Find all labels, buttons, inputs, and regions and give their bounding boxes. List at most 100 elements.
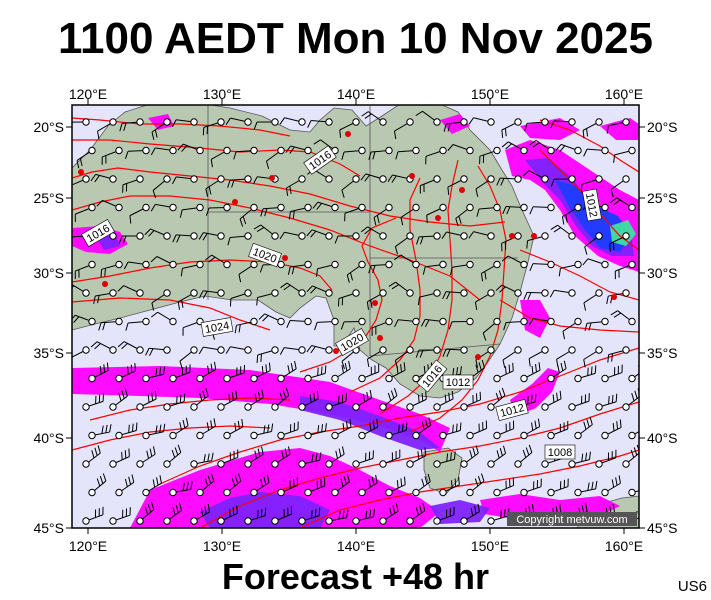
barb-feather xyxy=(210,363,213,372)
barb-feather xyxy=(633,447,638,456)
lat-label-right: 35°S xyxy=(647,345,678,361)
barb-feather xyxy=(446,453,449,462)
wind-barb xyxy=(442,346,468,358)
barb-station xyxy=(271,289,279,297)
barb-feather xyxy=(206,422,210,431)
wind-barb xyxy=(580,175,603,193)
wind-barb xyxy=(528,317,555,326)
wind-barb xyxy=(119,118,144,132)
barb-station xyxy=(595,289,603,297)
barb-feather xyxy=(447,186,450,196)
wind-barb xyxy=(90,173,117,183)
wind-barb xyxy=(169,364,191,383)
barb-feather xyxy=(528,318,534,326)
barb-feather xyxy=(607,354,610,363)
barb-station xyxy=(514,346,522,354)
wind-barb xyxy=(82,393,104,411)
barb-station xyxy=(142,431,150,440)
barb-station xyxy=(358,374,366,383)
wind-barb xyxy=(420,317,447,328)
wind-barb xyxy=(610,197,636,212)
barb-feather xyxy=(442,291,447,300)
barb-station xyxy=(601,260,609,269)
barb-feather xyxy=(338,448,342,457)
barb-feather xyxy=(550,224,558,230)
wind-barb xyxy=(244,389,264,411)
barb-station xyxy=(487,517,495,525)
barb-feather xyxy=(109,424,112,433)
barb-station xyxy=(298,403,306,411)
barb-feather xyxy=(151,131,155,140)
barb-feather xyxy=(171,119,177,128)
barb-feather xyxy=(317,425,320,434)
barb-feather xyxy=(588,322,592,331)
barb-feather xyxy=(368,151,372,160)
pressure-dot xyxy=(102,281,108,287)
barb-feather xyxy=(587,482,590,491)
barb-station xyxy=(142,260,150,269)
barb-feather xyxy=(613,154,616,163)
barb-station xyxy=(82,289,90,297)
wind-barb xyxy=(96,199,123,212)
barb-station xyxy=(325,289,333,297)
isobar-label: 1012 xyxy=(495,398,529,422)
wind-barb xyxy=(250,423,274,440)
barb-station xyxy=(568,232,576,240)
barb-feather xyxy=(324,423,327,432)
barb-feather xyxy=(349,419,352,428)
barb-feather xyxy=(650,480,651,488)
wind-barb xyxy=(339,118,360,138)
barb-feather xyxy=(208,256,216,263)
barb-station xyxy=(574,317,582,326)
barb-station xyxy=(244,460,252,468)
wind-barb xyxy=(366,289,387,310)
barb-feather xyxy=(346,509,349,518)
barb-station xyxy=(325,232,333,240)
pressure-dot xyxy=(611,294,617,300)
barb-station xyxy=(82,403,90,411)
barb-station xyxy=(574,431,582,440)
barb-feather xyxy=(124,388,128,397)
barb-feather xyxy=(231,392,234,401)
wind-barb xyxy=(190,388,209,411)
barb-station xyxy=(169,488,177,497)
wind-barb xyxy=(400,203,420,226)
barb-feather xyxy=(425,419,428,428)
barb-station xyxy=(412,260,420,269)
barb-feather xyxy=(182,482,185,491)
wind-barb xyxy=(556,346,576,368)
barb-feather xyxy=(202,233,208,241)
wind-barb xyxy=(346,260,366,283)
barb-station xyxy=(493,317,501,326)
barb-feather xyxy=(159,424,162,433)
barb-station xyxy=(493,431,501,440)
pressure-dot xyxy=(372,300,378,306)
wind-barb xyxy=(238,260,258,283)
barb-station xyxy=(190,517,198,525)
barb-feather xyxy=(421,478,425,487)
barb-station xyxy=(406,346,414,354)
wind-barb xyxy=(117,285,144,297)
barb-feather xyxy=(102,322,106,331)
wind-barb xyxy=(547,360,567,383)
lon-label-bottom: 120°E xyxy=(69,538,107,554)
barb-station xyxy=(163,289,171,297)
barb-feather xyxy=(529,139,537,146)
barb-feather xyxy=(417,451,420,460)
barb-feather xyxy=(257,391,261,400)
barb-feather xyxy=(174,447,179,456)
barb-feather xyxy=(450,452,452,461)
barb-feather xyxy=(552,394,555,403)
barb-feather xyxy=(90,174,97,182)
wind-barb xyxy=(412,473,431,497)
barb-feather xyxy=(505,366,507,375)
barb-station xyxy=(217,517,225,525)
barb-feather xyxy=(261,366,264,375)
barb-feather xyxy=(469,450,473,459)
barb-feather xyxy=(585,503,588,512)
wind-barb xyxy=(331,419,352,440)
barb-feather xyxy=(475,359,479,368)
barb-feather xyxy=(147,394,150,403)
barb-feather xyxy=(214,361,217,370)
barb-feather xyxy=(203,454,206,463)
